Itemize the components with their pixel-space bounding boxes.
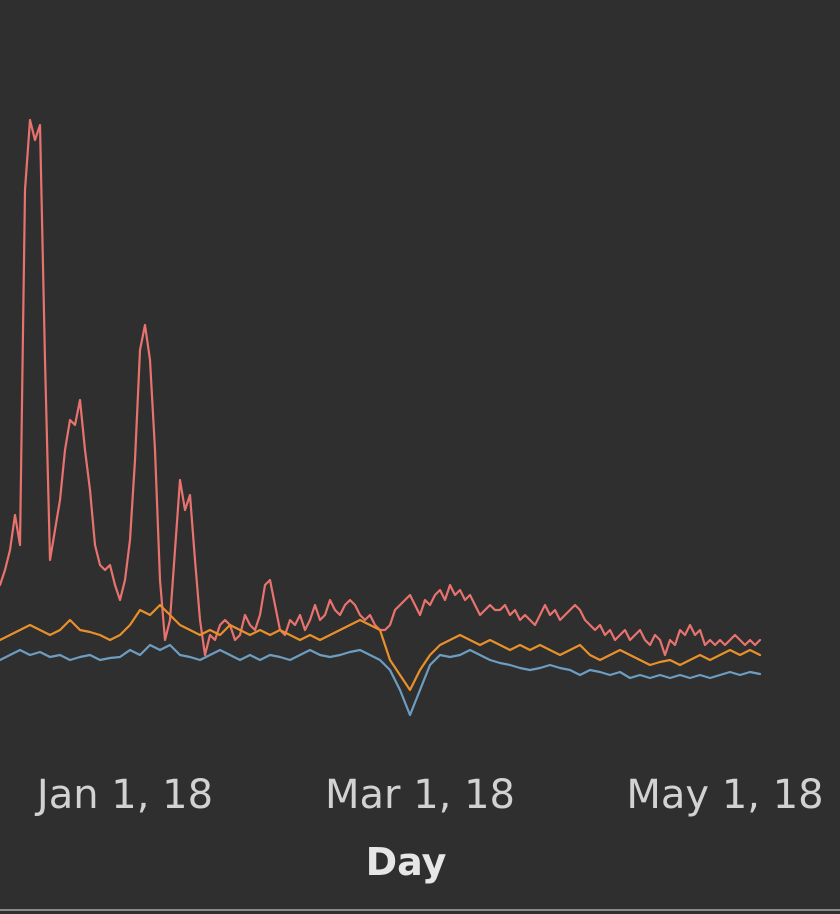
x-tick-label: Mar 1, 18 bbox=[325, 772, 515, 818]
x-tick-label: Jan 1, 18 bbox=[34, 772, 213, 818]
series-layer bbox=[0, 118, 762, 717]
series-line-2 bbox=[0, 603, 762, 692]
x-axis-title: Day bbox=[366, 840, 447, 884]
series-line-3 bbox=[0, 643, 762, 717]
x-tick-label: May 1, 18 bbox=[626, 772, 823, 818]
x-axis-ticks: Jan 1, 18 Mar 1, 18 May 1, 18 bbox=[34, 772, 824, 818]
series-line-1 bbox=[0, 118, 762, 657]
